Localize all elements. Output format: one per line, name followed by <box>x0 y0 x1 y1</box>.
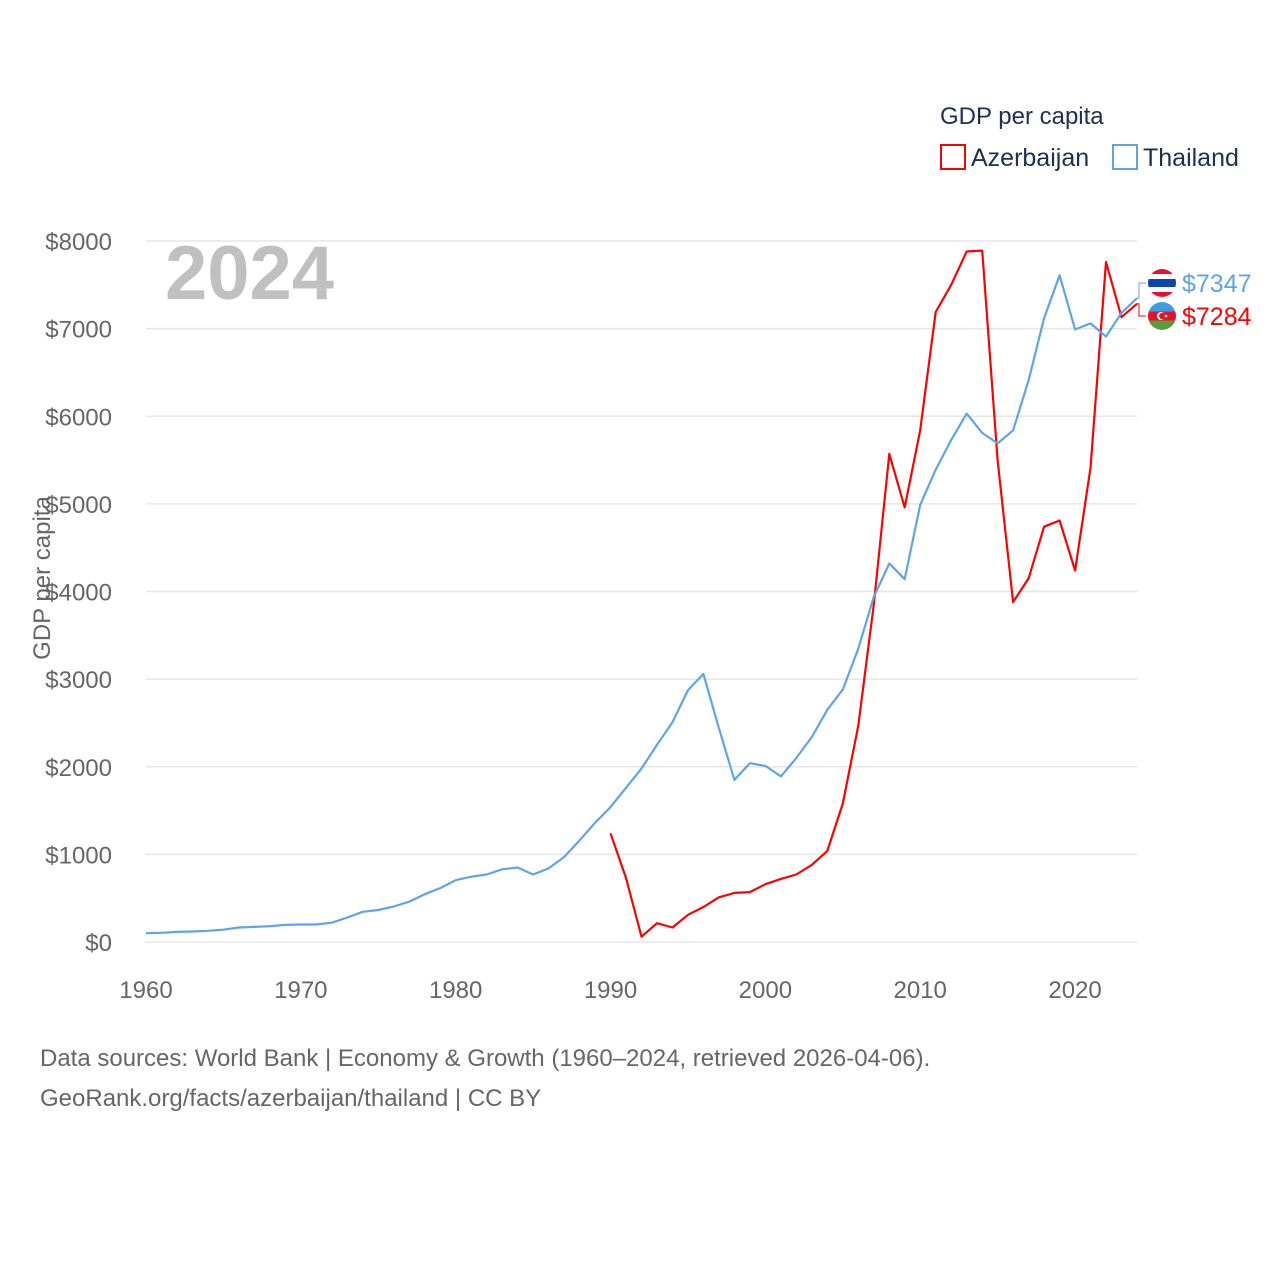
x-tick-label: 2020 <box>1048 977 1101 1004</box>
legend-label-thailand: Thailand <box>1143 144 1239 172</box>
series-line-azerbaijan <box>609 249 1138 938</box>
azerbaijan-flag-icon <box>1148 302 1176 330</box>
y-tick-label: $6000 <box>45 404 112 431</box>
x-tick-label: 1960 <box>119 977 172 1004</box>
year-watermark: 2024 <box>165 231 334 316</box>
legend-title: GDP per capita <box>940 103 1104 130</box>
y-tick-label: $2000 <box>45 755 112 782</box>
x-tick-label: 1990 <box>584 977 637 1004</box>
end-value-thailand: $7347 <box>1182 270 1252 298</box>
y-axis-label: GDP per capita <box>29 496 56 660</box>
legend-item-azerbaijan[interactable]: Azerbaijan <box>940 144 1089 172</box>
x-tick-label: 1980 <box>429 977 482 1004</box>
legend-item-thailand[interactable]: Thailand <box>1112 144 1239 172</box>
end-label-connector <box>1137 303 1146 317</box>
end-label-connector <box>1137 282 1146 299</box>
y-tick-label: $4000 <box>45 580 112 607</box>
y-tick-label: $7000 <box>45 317 112 344</box>
legend-label-azerbaijan: Azerbaijan <box>971 144 1089 172</box>
x-tick-label: 2000 <box>739 977 792 1004</box>
y-tick-label: $5000 <box>45 492 112 519</box>
thailand-flag-icon <box>1148 269 1176 297</box>
legend-swatch-thailand <box>1112 144 1138 170</box>
y-tick-label: $3000 <box>45 667 112 694</box>
series-line-thailand <box>145 274 1138 935</box>
x-tick-label: 1970 <box>274 977 327 1004</box>
y-tick-label: $0 <box>85 930 112 957</box>
legend-swatch-azerbaijan <box>940 144 966 170</box>
y-tick-label: $8000 <box>45 229 112 256</box>
end-value-azerbaijan: $7284 <box>1182 303 1252 331</box>
y-tick-label: $1000 <box>45 842 112 869</box>
source-line-2: GeoRank.org/facts/azerbaijan/thailand | … <box>40 1085 542 1112</box>
x-tick-label: 2010 <box>894 977 947 1004</box>
source-line-1: Data sources: World Bank | Economy & Gro… <box>40 1045 931 1072</box>
